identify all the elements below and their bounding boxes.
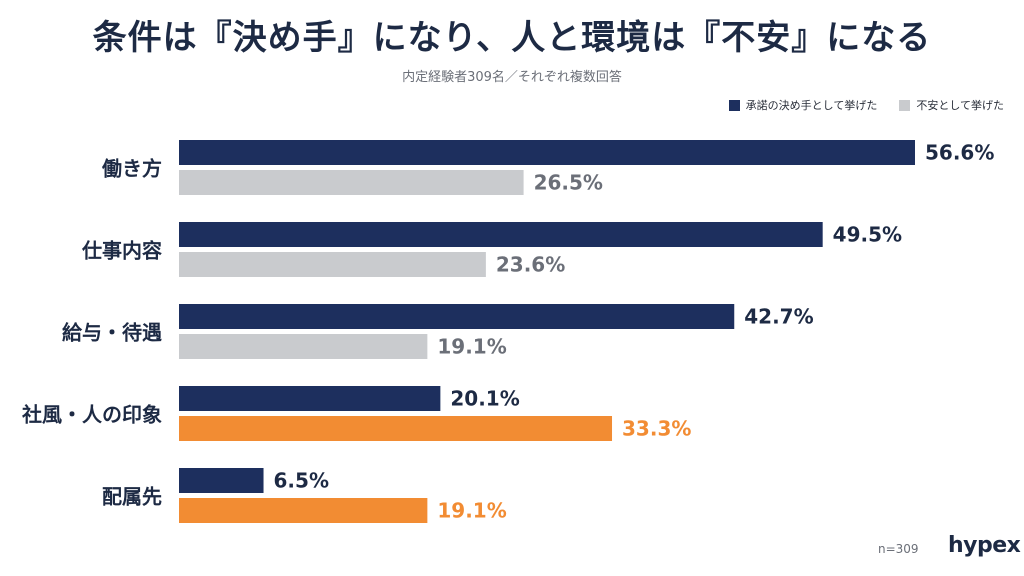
category-label: 給与・待遇 xyxy=(62,321,162,345)
legend-label-decision: 承諾の決め手として挙げた xyxy=(745,99,878,112)
legend-item-decision: 承諾の決め手として挙げた xyxy=(728,97,878,113)
data-label-anxiety: 19.1% xyxy=(437,499,506,523)
bar-anxiety xyxy=(179,252,486,277)
data-label-anxiety: 23.6% xyxy=(496,253,565,277)
category-label: 仕事内容 xyxy=(81,239,162,263)
chart-title: 条件は『決め手』になり、人と環境は『不安』になる xyxy=(92,18,932,58)
legend: 承諾の決め手として挙げた 不安として挙げた xyxy=(707,97,1004,113)
category-label: 社風・人の印象 xyxy=(21,403,162,427)
bar-anxiety xyxy=(179,498,428,523)
bar-anxiety xyxy=(179,416,613,441)
brand-logo: hypex xyxy=(948,533,1021,558)
chart-subtitle: 内定経験者309名／それぞれ複数回答 xyxy=(402,70,622,85)
legend-item-anxiety: 不安として挙げた xyxy=(899,97,1004,113)
bar-anxiety xyxy=(179,170,524,195)
bar-decision xyxy=(179,386,441,411)
sample-size-label: n=309 xyxy=(878,542,919,556)
data-label-decision: 6.5% xyxy=(274,469,329,493)
data-label-decision: 49.5% xyxy=(833,223,902,247)
legend-swatch-decision xyxy=(728,99,740,111)
data-label-decision: 20.1% xyxy=(450,387,519,411)
bar-decision xyxy=(179,468,264,493)
data-label-anxiety: 19.1% xyxy=(437,335,506,359)
data-label-anxiety: 26.5% xyxy=(534,171,603,195)
legend-label-anxiety: 不安として挙げた xyxy=(916,99,1004,112)
data-label-decision: 42.7% xyxy=(744,305,813,329)
data-label-anxiety: 33.3% xyxy=(622,417,691,441)
data-label-decision: 56.6% xyxy=(925,141,994,165)
bar-decision xyxy=(179,222,823,247)
legend-swatch-anxiety xyxy=(899,99,911,111)
category-label: 働き方 xyxy=(101,157,162,181)
bar-decision xyxy=(179,304,735,329)
bar-decision xyxy=(179,140,915,165)
bar-anxiety xyxy=(179,334,428,359)
category-label: 配属先 xyxy=(102,485,162,509)
